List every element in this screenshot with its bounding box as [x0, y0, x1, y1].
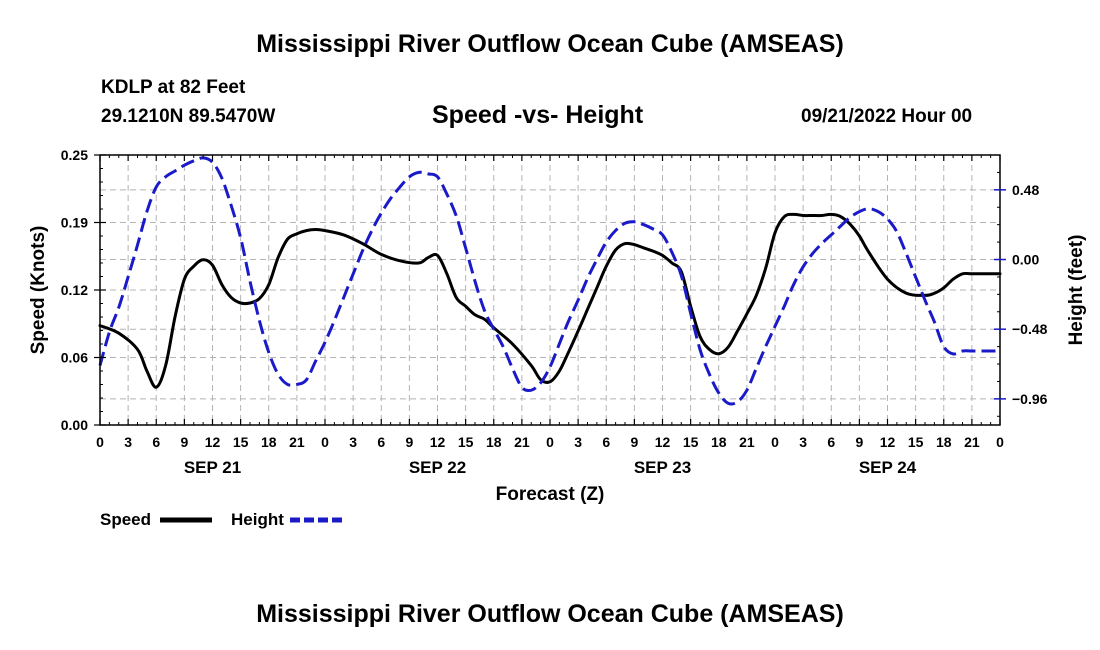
x-tick-label: 6 — [152, 434, 160, 450]
x-tick-label: 9 — [405, 434, 413, 450]
x-tick-label: 3 — [349, 434, 357, 450]
x-tick-label: 15 — [233, 434, 249, 450]
y2-tick-label: 0.00 — [1012, 252, 1039, 268]
series-layer — [98, 156, 1002, 406]
x-tick-label: 18 — [936, 434, 952, 450]
coordinates-label: 29.1210N 89.5470W — [101, 106, 276, 127]
x-tick-label: 3 — [124, 434, 132, 450]
legend-height-label: Height — [231, 510, 284, 529]
x-tick-label: 9 — [855, 434, 863, 450]
x-tick-label: 21 — [514, 434, 530, 450]
x-tick-label: 0 — [771, 434, 779, 450]
y-axis-label: Speed (Knots) — [28, 226, 49, 355]
speed-series-line — [98, 212, 1002, 389]
y-tick-label: 0.00 — [61, 417, 88, 433]
x-tick-label: 15 — [458, 434, 474, 450]
x-tick-label: 0 — [321, 434, 329, 450]
x-tick-label: 18 — [261, 434, 277, 450]
x-tick-label: 12 — [655, 434, 671, 450]
x-tick-label: 6 — [827, 434, 835, 450]
station-label: KDLP at 82 Feet — [101, 77, 246, 98]
day-label: SEP 21 — [184, 458, 241, 477]
legend-speed-label: Speed — [100, 510, 151, 529]
chart-subtitle: Speed -vs- Height — [432, 101, 644, 129]
x-tick-label: 0 — [96, 434, 104, 450]
x-tick-label: 18 — [486, 434, 502, 450]
x-tick-label: 21 — [739, 434, 755, 450]
forecast-datetime: 09/21/2022 Hour 00 — [801, 106, 973, 127]
day-label: SEP 22 — [409, 458, 466, 477]
x-tick-label: 15 — [908, 434, 924, 450]
x-tick-label: 18 — [711, 434, 727, 450]
y-tick-label: 0.25 — [61, 147, 88, 163]
x-tick-label: 9 — [180, 434, 188, 450]
day-label: SEP 23 — [634, 458, 691, 477]
x-tick-label: 12 — [880, 434, 896, 450]
x-tick-label: 3 — [799, 434, 807, 450]
y2-tick-label: 0.48 — [1012, 182, 1039, 198]
x-tick-label: 12 — [430, 434, 446, 450]
axis-layer: 0 3 6 9 12 15 18 21 0 3 6 9 12 15 18 21 0 3 6 9 12 15 18 21 0 3 6 9… — [61, 147, 1048, 477]
y2-axis-label: Height (feet) — [1066, 235, 1087, 346]
x-axis-label: Forecast (Z) — [496, 484, 605, 505]
x-tick-label: 0 — [546, 434, 554, 450]
y-tick-label: 0.06 — [61, 350, 88, 366]
main-title: Mississippi River Outflow Ocean Cube (AM… — [256, 30, 844, 58]
x-tick-label: 21 — [964, 434, 980, 450]
x-tick-label: 15 — [683, 434, 699, 450]
legend: Speed Height — [100, 510, 342, 529]
x-tick-label: 12 — [205, 434, 221, 450]
x-tick-label: 9 — [630, 434, 638, 450]
y-tick-label: 0.19 — [61, 215, 88, 231]
footer-title: Mississippi River Outflow Ocean Cube (AM… — [256, 600, 844, 628]
x-tick-label: 3 — [574, 434, 582, 450]
x-tick-label: 6 — [377, 434, 385, 450]
grid-layer — [100, 155, 1000, 425]
y2-tick-label: −0.48 — [1012, 321, 1048, 337]
x-tick-label: 0 — [996, 434, 1004, 450]
day-label: SEP 24 — [859, 458, 917, 477]
x-tick-label: 6 — [602, 434, 610, 450]
x-tick-label: 21 — [289, 434, 305, 450]
y-tick-label: 0.12 — [61, 282, 88, 298]
y2-tick-label: −0.96 — [1012, 391, 1048, 407]
